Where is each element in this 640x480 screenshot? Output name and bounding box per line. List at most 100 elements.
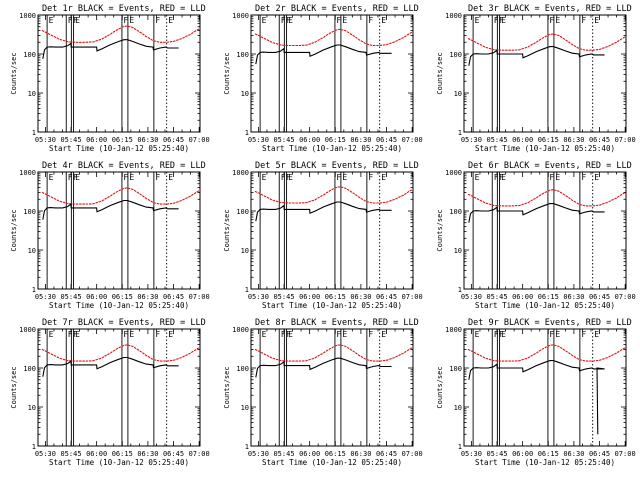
y-axis-label: Counts/sec	[436, 209, 444, 251]
y-tick-label: 10	[241, 404, 249, 412]
series-line-lld	[467, 344, 626, 362]
plot-frame	[463, 328, 627, 447]
panel-title: Det 6r BLACK = Events, RED = LLD	[468, 161, 632, 171]
x-tick-label: 05:30	[461, 293, 482, 301]
x-tick-label: 05:30	[248, 450, 269, 458]
flag-label: F	[281, 330, 286, 339]
x-tick-label: 05:30	[35, 136, 56, 144]
series-line-lld	[254, 28, 413, 47]
flag-label: F	[549, 16, 554, 25]
y-tick-label: 1	[458, 443, 462, 451]
x-tick-label: 06:30	[137, 136, 158, 144]
x-axis-label: Start Time (10-Jan-12 05:25:40)	[475, 301, 615, 310]
x-tick-label: 05:45	[273, 450, 294, 458]
panel-title: Det 5r BLACK = Events, RED = LLD	[255, 161, 419, 171]
y-tick-label: 1000	[19, 12, 36, 20]
series-line-events	[468, 203, 605, 223]
x-tick-label: 06:15	[325, 136, 346, 144]
y-tick-label: 100	[236, 51, 249, 59]
flag-label: E	[342, 173, 347, 182]
x-tick-label: 06:00	[512, 136, 533, 144]
panel-title: Det 2r BLACK = Events, RED = LLD	[255, 4, 419, 14]
y-tick-label: 100	[236, 365, 249, 373]
x-tick-label: 07:00	[615, 450, 636, 458]
flag-label: F	[73, 330, 78, 339]
y-tick-label: 100	[23, 51, 36, 59]
x-tick-label: 06:15	[538, 136, 559, 144]
x-tick-label: 06:45	[376, 450, 397, 458]
flag-label: F	[368, 16, 373, 25]
flag-label: F	[155, 16, 160, 25]
panel-9: Det 9r BLACK = Events, RED = LLD 1 10 100 10…	[436, 318, 636, 467]
plot-frame	[37, 14, 201, 133]
x-tick-label: 06:00	[512, 450, 533, 458]
y-tick-label: 100	[449, 365, 462, 373]
flag-label: F	[499, 330, 504, 339]
x-tick-label: 06:45	[376, 293, 397, 301]
flag-label: F	[155, 173, 160, 182]
y-axis-label: Counts/sec	[223, 209, 231, 251]
x-tick-label: 07:00	[189, 136, 210, 144]
y-tick-label: 1000	[19, 326, 36, 334]
x-tick-label: 06:30	[350, 136, 371, 144]
x-tick-label: 06:00	[86, 136, 107, 144]
flag-label: E	[168, 173, 173, 182]
x-tick-label: 05:45	[486, 450, 507, 458]
series-line-lld	[254, 186, 413, 204]
x-tick-label: 05:45	[486, 136, 507, 144]
plot-frame	[463, 14, 627, 133]
y-tick-label: 1	[32, 443, 36, 451]
flag-label: F	[73, 16, 78, 25]
y-tick-label: 1	[458, 286, 462, 294]
flag-label: F	[494, 330, 499, 339]
flag-label: E	[381, 330, 386, 339]
flag-label: F	[286, 330, 291, 339]
y-tick-label: 1	[245, 443, 249, 451]
flag-label: F	[68, 330, 73, 339]
y-tick-label: 1000	[445, 169, 462, 177]
panel-6: Det 6r BLACK = Events, RED = LLD 1 10 100 10…	[436, 161, 636, 310]
x-tick-label: 06:00	[86, 450, 107, 458]
plot-frame	[250, 171, 414, 290]
x-tick-label: 05:45	[60, 136, 81, 144]
flag-label: F	[368, 330, 373, 339]
flag-label: E	[75, 330, 80, 339]
x-tick-label: 05:30	[461, 136, 482, 144]
y-tick-label: 10	[28, 247, 36, 255]
flag-label: F	[281, 16, 286, 25]
y-tick-label: 10	[28, 90, 36, 98]
x-tick-label: 06:30	[563, 450, 584, 458]
y-tick-label: 10	[454, 404, 462, 412]
y-tick-label: 100	[23, 365, 36, 373]
plot-frame	[250, 328, 414, 447]
flag-label: F	[73, 173, 78, 182]
series-line-events	[255, 201, 392, 222]
x-axis-label: Start Time (10-Jan-12 05:25:40)	[262, 144, 402, 153]
x-tick-label: 05:45	[273, 136, 294, 144]
flag-label: E	[262, 173, 267, 182]
flag-label: E	[129, 16, 134, 25]
flag-label: E	[555, 173, 560, 182]
y-tick-label: 1000	[445, 326, 462, 334]
flag-label: F	[123, 173, 128, 182]
flag-label: E	[168, 330, 173, 339]
flag-label: F	[499, 173, 504, 182]
plot-frame	[37, 171, 201, 290]
x-tick-label: 05:30	[35, 293, 56, 301]
x-tick-label: 06:30	[563, 293, 584, 301]
y-tick-label: 100	[236, 208, 249, 216]
panel-7: Det 7r BLACK = Events, RED = LLD 1 10 100 10…	[10, 318, 210, 467]
y-tick-label: 1	[32, 129, 36, 137]
series-line-events	[468, 360, 605, 435]
x-axis-label: Start Time (10-Jan-12 05:25:40)	[262, 301, 402, 310]
flag-label: F	[336, 173, 341, 182]
y-tick-label: 1	[245, 286, 249, 294]
flag-label: E	[475, 330, 480, 339]
x-tick-label: 05:30	[35, 450, 56, 458]
y-tick-label: 100	[449, 51, 462, 59]
series-line-events	[255, 44, 392, 65]
x-tick-label: 06:15	[112, 293, 133, 301]
x-axis-label: Start Time (10-Jan-12 05:25:40)	[262, 458, 402, 467]
flag-label: E	[49, 16, 54, 25]
y-axis-label: Counts/sec	[10, 52, 18, 94]
